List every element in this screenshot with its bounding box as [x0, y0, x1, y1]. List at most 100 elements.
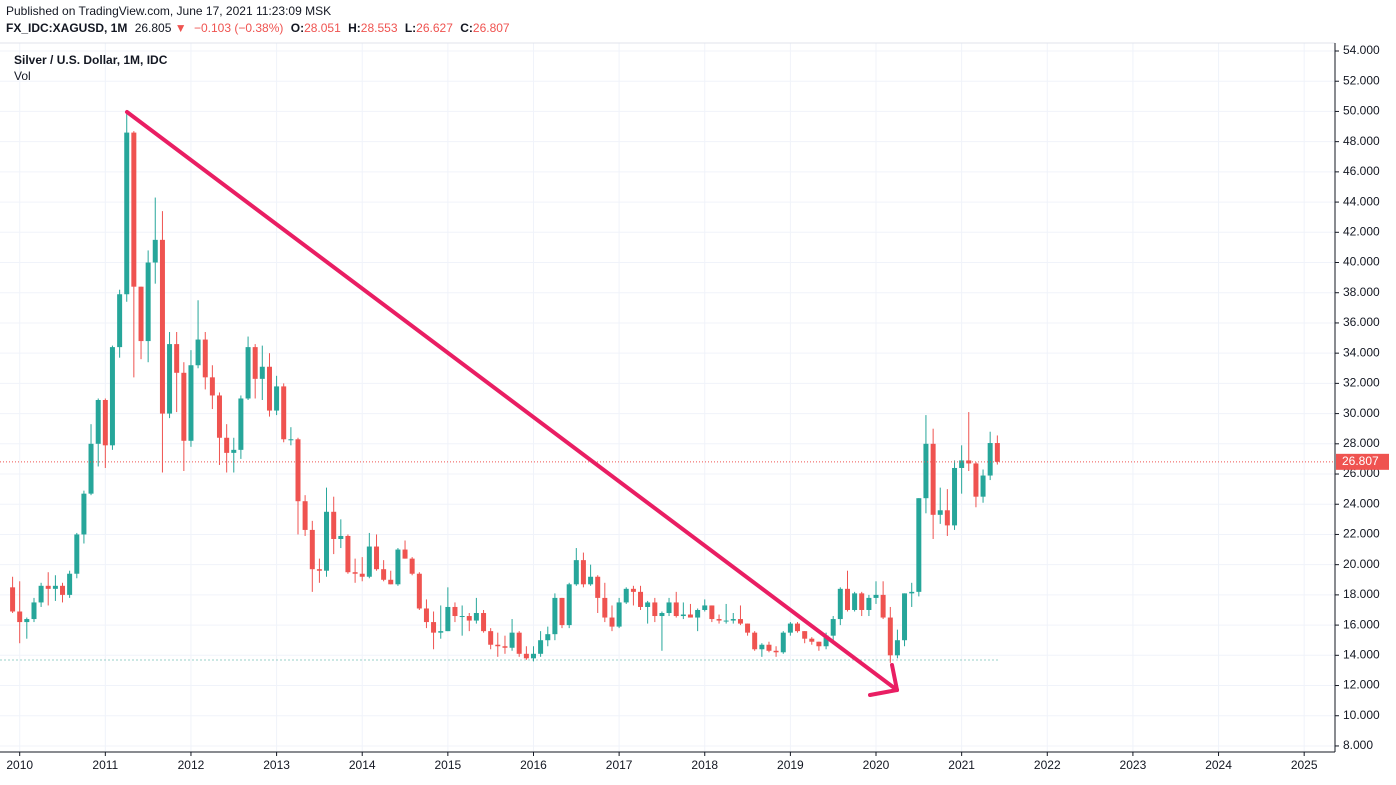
candle-body: [559, 597, 565, 626]
x-tick-label: 2021: [948, 758, 975, 772]
candle-body: [837, 588, 843, 620]
candle-body: [209, 377, 215, 396]
candle-body: [245, 347, 251, 399]
y-tick-label: 34.000: [1343, 345, 1380, 359]
candle-body: [374, 546, 380, 570]
candle-body: [145, 262, 151, 342]
candle-body: [588, 576, 594, 585]
candle-body: [431, 622, 437, 633]
candle-body: [216, 395, 222, 438]
candle-body: [159, 239, 165, 414]
x-tick-label: 2012: [178, 758, 205, 772]
candle-body: [174, 344, 180, 373]
candle-body: [52, 585, 58, 589]
candle-body: [281, 386, 287, 440]
arrow-head: [868, 688, 899, 697]
candle-body: [866, 597, 872, 610]
candle-body: [980, 475, 986, 497]
legend-title: Silver / U.S. Dollar, 1M, IDC: [14, 53, 168, 67]
candle-body: [74, 534, 80, 574]
arrow-shaft: [125, 110, 899, 692]
candle-body: [530, 653, 536, 659]
ohlc-label: C:: [460, 21, 473, 35]
candle-body: [109, 347, 115, 446]
x-tick-label: 2011: [92, 758, 118, 772]
ohlc-value: 26.807: [473, 21, 510, 35]
candle-body: [616, 602, 622, 627]
ohlc-label: H:: [348, 21, 361, 35]
candle-body: [780, 632, 786, 653]
candle-body: [902, 593, 908, 641]
candle-body: [338, 535, 344, 539]
candle-body: [345, 535, 351, 573]
y-tick-label: 14.000: [1343, 647, 1380, 661]
candle-body: [845, 588, 850, 610]
candle-body: [730, 619, 736, 621]
candle-body: [630, 588, 636, 592]
ohlc-label: L:: [405, 21, 416, 35]
candle-body: [880, 594, 886, 618]
candle-body: [923, 443, 929, 499]
candle-body: [17, 611, 23, 623]
candle-body: [316, 569, 322, 571]
candle-body: [959, 460, 965, 468]
candle-body: [423, 608, 429, 623]
candle-body: [830, 619, 836, 636]
candle-body: [24, 619, 30, 623]
candle-body: [324, 511, 330, 571]
candle-body: [680, 614, 686, 617]
candle-body: [438, 631, 444, 633]
candle-body: [802, 631, 808, 639]
candle-body: [495, 644, 501, 647]
x-tick-label: 2023: [1120, 758, 1147, 772]
candle-body: [131, 132, 137, 287]
candle-body: [766, 644, 772, 651]
candle-body: [673, 602, 679, 617]
candle-body: [60, 585, 66, 595]
grid: [0, 43, 1335, 752]
candle-body: [466, 616, 472, 621]
candle-body: [973, 463, 979, 497]
direction: ▼: [175, 21, 187, 35]
y-tick-label: 52.000: [1343, 73, 1380, 87]
y-tick-label: 18.000: [1343, 587, 1380, 601]
candle-body: [966, 460, 972, 464]
candle-body: [381, 569, 387, 580]
candle-body: [952, 467, 958, 526]
candle-body: [794, 623, 800, 632]
candle-body: [595, 576, 601, 598]
candle-body: [645, 602, 651, 607]
arrow-head: [890, 663, 899, 692]
candle-body: [10, 587, 16, 612]
candle-body: [752, 632, 758, 650]
candle-body: [124, 132, 130, 295]
candle-body: [652, 602, 658, 617]
candle-body: [623, 588, 629, 603]
candle-body: [545, 634, 551, 641]
candle-body: [309, 529, 315, 570]
candle-body: [873, 594, 879, 598]
x-tick-label: 2019: [777, 758, 804, 772]
x-tick-label: 2025: [1291, 758, 1318, 772]
candle-body: [88, 443, 94, 494]
candle-body: [195, 339, 201, 366]
price: 26.805: [135, 21, 172, 35]
candle-body: [473, 613, 479, 621]
candle-body: [445, 606, 451, 632]
candle-body: [352, 572, 358, 574]
candle-body: [816, 641, 822, 647]
x-tick-label: 2015: [435, 758, 462, 772]
candle-body: [759, 644, 765, 650]
candle-body: [138, 286, 144, 342]
x-tick-label: 2014: [349, 758, 376, 772]
candle-body: [202, 339, 208, 378]
candle-body: [602, 597, 608, 618]
published-note: Published on TradingView.com, June 17, 2…: [6, 4, 331, 18]
candle-body: [523, 653, 529, 659]
x-tick-label: 2010: [6, 758, 33, 772]
candle-body: [95, 399, 101, 444]
y-tick-label: 42.000: [1343, 224, 1380, 238]
candle-body: [916, 498, 922, 592]
candle-body: [231, 449, 237, 453]
